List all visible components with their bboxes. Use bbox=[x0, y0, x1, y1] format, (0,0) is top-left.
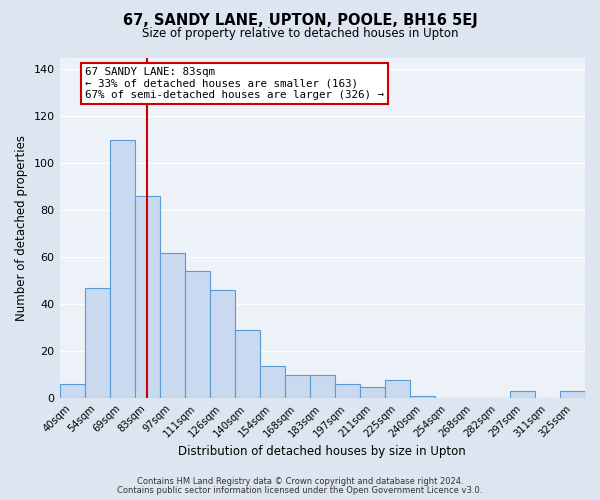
Text: 67, SANDY LANE, UPTON, POOLE, BH16 5EJ: 67, SANDY LANE, UPTON, POOLE, BH16 5EJ bbox=[122, 12, 478, 28]
X-axis label: Distribution of detached houses by size in Upton: Distribution of detached houses by size … bbox=[178, 444, 466, 458]
Bar bbox=[160, 252, 185, 398]
Bar bbox=[335, 384, 360, 398]
Bar bbox=[110, 140, 134, 398]
Bar bbox=[260, 366, 285, 398]
Bar bbox=[385, 380, 410, 398]
Text: Contains HM Land Registry data © Crown copyright and database right 2024.: Contains HM Land Registry data © Crown c… bbox=[137, 477, 463, 486]
Text: 67 SANDY LANE: 83sqm
← 33% of detached houses are smaller (163)
67% of semi-deta: 67 SANDY LANE: 83sqm ← 33% of detached h… bbox=[85, 67, 384, 100]
Bar bbox=[510, 392, 535, 398]
Bar bbox=[185, 272, 209, 398]
Bar bbox=[560, 392, 585, 398]
Bar bbox=[209, 290, 235, 399]
Bar bbox=[85, 288, 110, 399]
Bar bbox=[360, 386, 385, 398]
Text: Contains public sector information licensed under the Open Government Licence v3: Contains public sector information licen… bbox=[118, 486, 482, 495]
Bar bbox=[235, 330, 260, 398]
Y-axis label: Number of detached properties: Number of detached properties bbox=[15, 135, 28, 321]
Bar bbox=[59, 384, 85, 398]
Bar bbox=[310, 375, 335, 398]
Text: Size of property relative to detached houses in Upton: Size of property relative to detached ho… bbox=[142, 28, 458, 40]
Bar bbox=[134, 196, 160, 398]
Bar bbox=[285, 375, 310, 398]
Bar bbox=[410, 396, 435, 398]
